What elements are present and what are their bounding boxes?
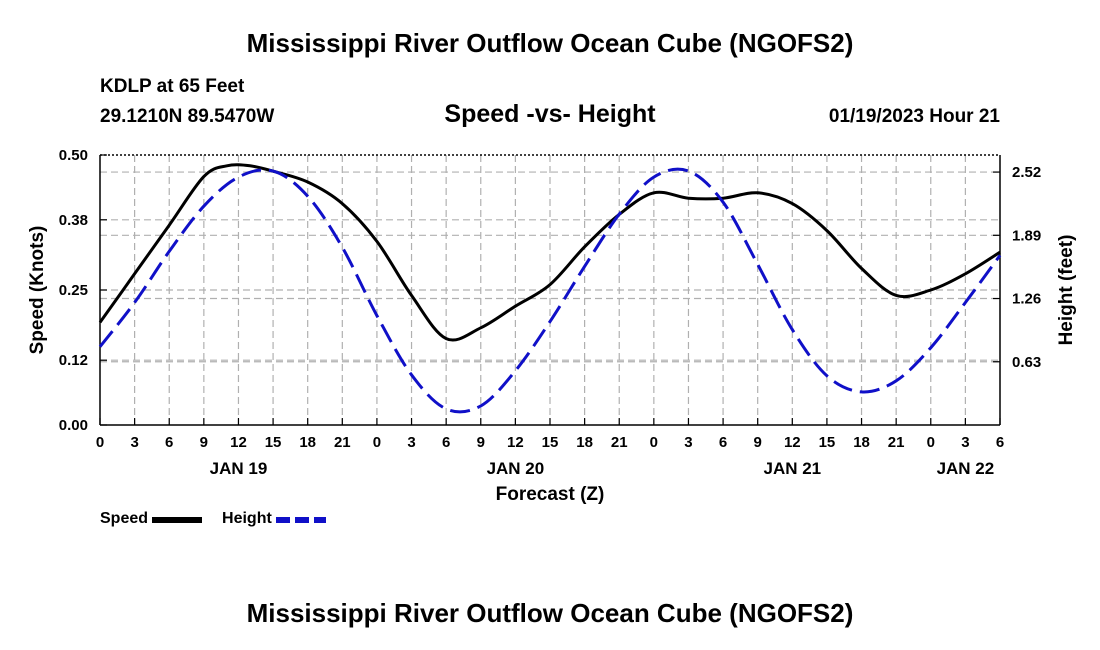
y-axis-title: Speed (Knots) xyxy=(27,226,48,355)
x-tick-label: 0 xyxy=(650,434,658,451)
x-tick-label: 6 xyxy=(996,434,1004,451)
x-tick-label: 21 xyxy=(888,434,905,451)
station-label: KDLP at 65 Feet xyxy=(100,76,245,97)
legend-label-height: Height xyxy=(222,510,272,527)
x-tick-label: 21 xyxy=(611,434,628,451)
x-tick-label: 9 xyxy=(200,434,208,451)
x-tick-label: 15 xyxy=(819,434,836,451)
y2-tick-label: 2.52 xyxy=(1012,164,1041,181)
page-title-repeat: Mississippi River Outflow Ocean Cube (NG… xyxy=(246,598,854,628)
page-title: Mississippi River Outflow Ocean Cube (NG… xyxy=(246,28,854,58)
y-tick-label: 0.50 xyxy=(59,147,88,164)
x-axis-title: Forecast (Z) xyxy=(496,484,605,505)
x-tick-label: 15 xyxy=(542,434,559,451)
x-tick-label: 3 xyxy=(961,434,969,451)
series-line-speed xyxy=(98,163,1001,342)
x-tick-label: 6 xyxy=(442,434,450,451)
x-tick-label: 18 xyxy=(853,434,870,451)
y2-tick-label: 0.63 xyxy=(1012,354,1041,371)
x-tick-label: 15 xyxy=(265,434,282,451)
legend-label-speed: Speed xyxy=(100,510,149,527)
y2-axis-title: Height (feet) xyxy=(1056,235,1077,346)
x-tick-label: 18 xyxy=(299,434,316,451)
x-tick-label: 3 xyxy=(407,434,415,451)
y2-tick-label: 1.26 xyxy=(1012,291,1041,308)
legend-swatch-height xyxy=(275,517,326,523)
x-tick-label: 18 xyxy=(576,434,593,451)
legend: Speed Height xyxy=(100,510,346,528)
legend-item-speed: Speed xyxy=(100,510,204,528)
x-tick-label: 9 xyxy=(754,434,762,451)
x-tick-label: 21 xyxy=(334,434,351,451)
y-tick-label: 0.12 xyxy=(59,352,88,369)
x-date-label: JAN 19 xyxy=(210,459,268,478)
x-tick-label: 0 xyxy=(96,434,104,451)
x-tick-label: 9 xyxy=(477,434,485,451)
x-tick-label: 0 xyxy=(373,434,381,451)
forecast-datetime: 01/19/2023 Hour 21 xyxy=(828,106,1000,127)
y-tick-label: 0.00 xyxy=(59,417,88,434)
x-tick-label: 12 xyxy=(230,434,247,451)
x-tick-label: 3 xyxy=(130,434,138,451)
x-tick-label: 6 xyxy=(165,434,173,451)
legend-swatch-speed xyxy=(152,517,203,523)
x-tick-label: 3 xyxy=(684,434,692,451)
y-tick-label: 0.38 xyxy=(59,212,88,229)
legend-item-height: Height xyxy=(222,510,328,528)
x-date-label: JAN 21 xyxy=(763,459,821,478)
x-tick-label: 12 xyxy=(507,434,524,451)
x-tick-label: 12 xyxy=(784,434,801,451)
x-tick-label: 0 xyxy=(927,434,935,451)
series-line-height xyxy=(98,167,1002,414)
chart-title: Speed -vs- Height xyxy=(444,100,656,128)
y-tick-label: 0.25 xyxy=(59,282,88,299)
y2-tick-label: 1.89 xyxy=(1012,227,1041,244)
x-tick-label: 6 xyxy=(719,434,727,451)
x-date-label: JAN 22 xyxy=(937,459,995,478)
coordinates-label: 29.1210N 89.5470W xyxy=(100,106,275,127)
x-date-label: JAN 20 xyxy=(487,459,545,478)
